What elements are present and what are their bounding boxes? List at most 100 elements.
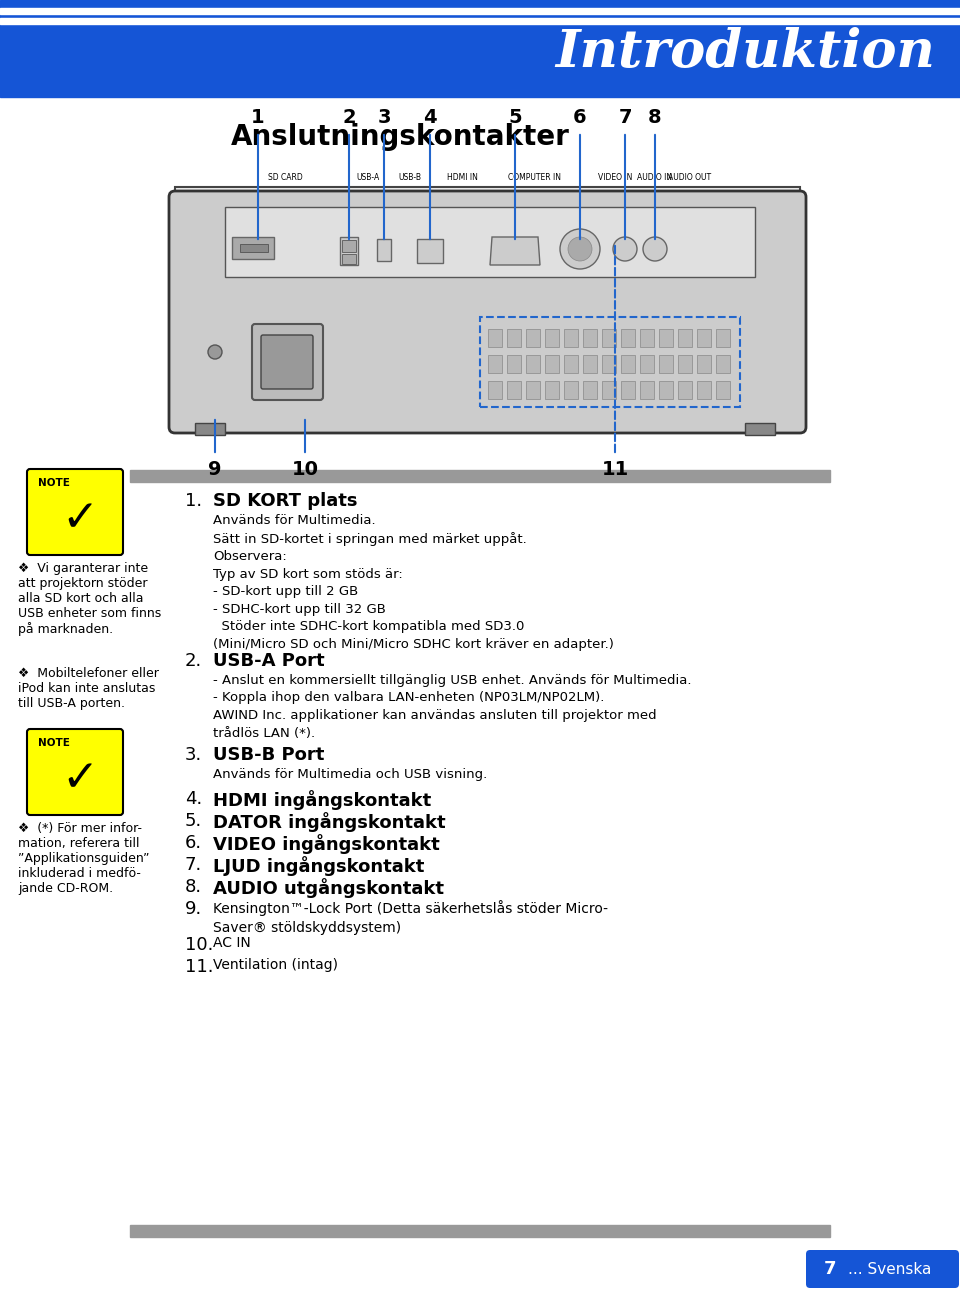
Bar [583,355,597,373]
Text: COMPUTER IN: COMPUTER IN [509,173,562,181]
Bar [640,329,654,348]
Bar [377,239,391,261]
Text: AUDIO utgångskontakt: AUDIO utgångskontakt [213,879,444,898]
Text: HDMI IN: HDMI IN [446,173,477,181]
Text: VIDEO ingångskontakt: VIDEO ingångskontakt [213,835,440,854]
Text: Används för Multimedia.
Sätt in SD-kortet i springan med märket uppåt.
Observera: Används för Multimedia. Sätt in SD-korte… [213,514,613,651]
Bar [526,355,540,373]
FancyBboxPatch shape [252,324,323,401]
FancyBboxPatch shape [261,335,313,389]
Bar [583,329,597,348]
Text: ❖  (*) För mer infor-
mation, referera till
”Applikationsguiden”
inkluderad i me: ❖ (*) För mer infor- mation, referera ti… [18,822,150,895]
Bar [564,355,578,373]
Bar [621,355,635,373]
Bar [507,355,521,373]
Bar [507,329,521,348]
Text: 4: 4 [423,109,437,127]
Bar [340,236,358,265]
Bar [225,207,755,276]
Bar [745,422,775,435]
Text: 4.: 4. [185,789,203,808]
Bar [480,317,740,407]
Bar [697,381,711,399]
FancyBboxPatch shape [806,1249,959,1288]
Circle shape [643,236,667,261]
Bar [240,244,268,252]
Circle shape [568,236,592,261]
Bar [417,239,443,264]
Circle shape [613,236,637,261]
Text: ... Svenska: ... Svenska [848,1261,931,1276]
Bar [342,255,356,264]
Text: HDMI ingångskontakt: HDMI ingångskontakt [213,789,431,810]
Bar [488,381,502,399]
Circle shape [208,345,222,359]
Text: ✓: ✓ [60,757,98,800]
Bar [640,381,654,399]
Text: 2: 2 [342,109,356,127]
Bar [621,381,635,399]
Text: NOTE: NOTE [38,478,70,488]
Bar [0,18,960,25]
Bar [602,355,616,373]
Bar [716,355,730,373]
Bar [545,381,559,399]
Text: 6.: 6. [185,835,203,851]
Text: 8.: 8. [185,879,203,895]
Bar [716,329,730,348]
Text: USB-A: USB-A [356,173,379,181]
Text: 9: 9 [208,460,222,479]
Text: USB-B: USB-B [398,173,421,181]
Bar [697,355,711,373]
Text: 3.: 3. [185,745,203,764]
Text: 7.: 7. [185,857,203,873]
Text: Introduktion: Introduktion [555,27,935,78]
Text: 6: 6 [573,109,587,127]
Bar [716,381,730,399]
Text: ❖  Mobiltelefoner eller
iPod kan inte anslutas
till USB-A porten.: ❖ Mobiltelefoner eller iPod kan inte ans… [18,667,158,711]
Text: LJUD ingångskontakt: LJUD ingångskontakt [213,857,424,876]
Text: 3: 3 [377,109,391,127]
Bar [232,236,274,258]
Bar [545,329,559,348]
Text: Ventilation (intag): Ventilation (intag) [213,957,338,972]
Text: 1.: 1. [185,492,203,510]
Text: ❖  Vi garanterar inte
att projektorn stöder
alla SD kort och alla
USB enheter so: ❖ Vi garanterar inte att projektorn stöd… [18,562,161,636]
Bar [545,355,559,373]
Text: DATOR ingångskontakt: DATOR ingångskontakt [213,811,445,832]
Bar [678,355,692,373]
Text: 5.: 5. [185,811,203,829]
Bar [659,355,673,373]
Bar [488,329,502,348]
Text: 2.: 2. [185,652,203,671]
Text: - Anslut en kommersiellt tillgänglig USB enhet. Används för Multimedia.
- Koppla: - Anslut en kommersiellt tillgänglig USB… [213,674,691,739]
Bar [659,381,673,399]
Text: Används för Multimedia och USB visning.: Används för Multimedia och USB visning. [213,767,488,780]
Bar [342,240,356,252]
Text: AC IN: AC IN [213,935,251,950]
Bar [697,329,711,348]
Bar [0,90,960,97]
Text: 10.: 10. [185,935,213,953]
Bar [678,329,692,348]
Bar [564,381,578,399]
Text: AUDIO IN: AUDIO IN [637,173,673,181]
Bar [678,381,692,399]
Text: 9.: 9. [185,901,203,919]
Text: 7: 7 [618,109,632,127]
Text: AUDIO OUT: AUDIO OUT [668,173,711,181]
Bar [602,329,616,348]
Text: SD CARD: SD CARD [268,173,302,181]
Bar [175,187,800,236]
Bar [195,422,225,435]
Text: Kensington™-Lock Port (Detta säkerhetslås stöder Micro-
Saver® stöldskyddsystem): Kensington™-Lock Port (Detta säkerhetslå… [213,901,608,935]
Text: 8: 8 [648,109,661,127]
Text: 7: 7 [824,1260,836,1278]
Bar [526,329,540,348]
Bar [130,1225,830,1236]
FancyBboxPatch shape [27,469,123,556]
Bar [583,381,597,399]
Bar [526,381,540,399]
Text: 10: 10 [292,460,319,479]
Bar [564,329,578,348]
